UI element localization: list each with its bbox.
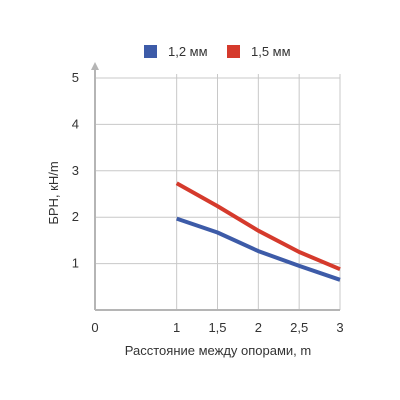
x-tick-label: 2,5 <box>290 320 308 335</box>
y-tick-label: 2 <box>72 209 79 224</box>
y-tick-label: 5 <box>72 70 79 85</box>
x-axis-title: Расстояние между опорами, m <box>125 343 311 358</box>
axes <box>91 62 340 311</box>
y-axis-title: БРН, кН/m <box>46 161 61 224</box>
legend-label-1-5-mm: 1,5 мм <box>251 44 291 59</box>
series-line-1-5-мм <box>175 181 341 272</box>
y-tick-label: 4 <box>72 116 79 131</box>
y-tick-label: 3 <box>72 163 79 178</box>
legend-label-1-2-mm: 1,2 мм <box>168 44 208 59</box>
x-tick-label: 1,5 <box>208 320 226 335</box>
y-tick-label: 1 <box>72 256 79 271</box>
series-line-1-2-мм <box>176 216 341 282</box>
x-tick-label: 3 <box>336 320 343 335</box>
legend-swatch-1-2-mm <box>144 45 157 58</box>
grid <box>95 74 341 310</box>
x-tick-label: 2 <box>255 320 262 335</box>
x-tick-label: 1 <box>173 320 180 335</box>
legend: 1,2 мм 1,5 мм <box>144 44 291 59</box>
series <box>175 181 341 282</box>
legend-swatch-1-5-mm <box>227 45 240 58</box>
x-tick-label: 0 <box>91 320 98 335</box>
y-axis-arrow <box>91 62 99 70</box>
tick-labels: 0 1 1,5 2 2,5 3 1 2 3 4 5 <box>72 70 344 335</box>
